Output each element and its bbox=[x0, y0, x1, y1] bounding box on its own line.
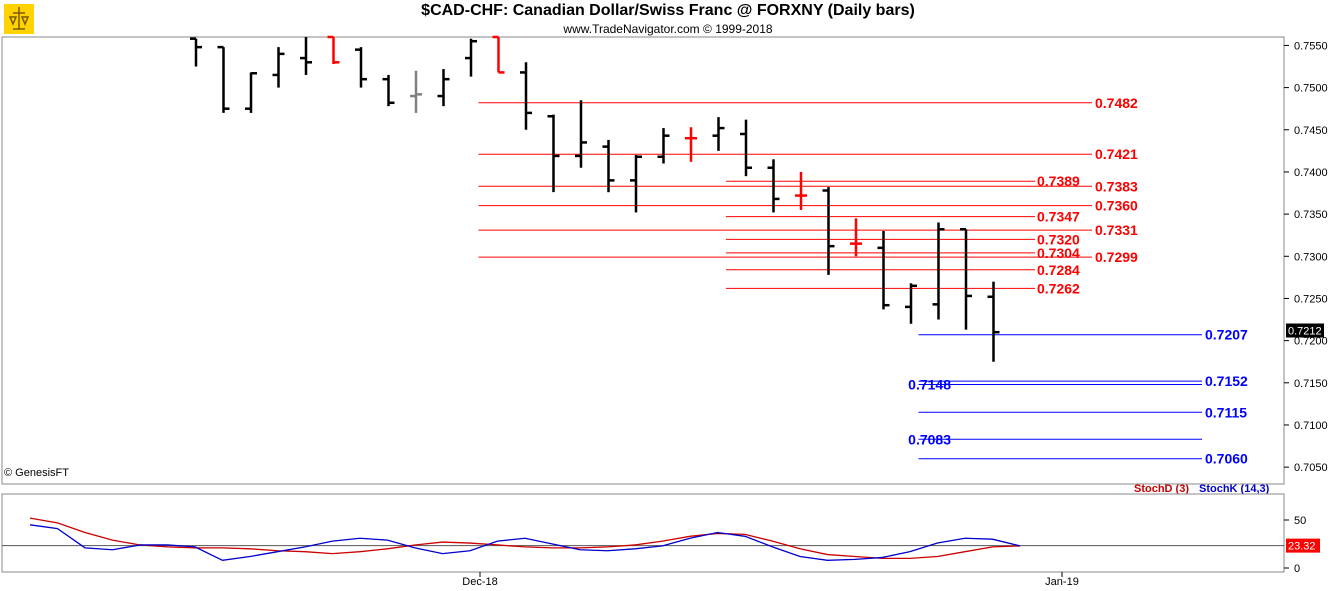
stoch-last-label: 23.32 bbox=[1288, 541, 1316, 553]
stoch-series-line bbox=[29, 524, 1021, 561]
x-tick-label: Dec-18 bbox=[462, 576, 497, 588]
level-label: 0.7060 bbox=[1205, 451, 1248, 467]
level-label: 0.7083 bbox=[908, 431, 951, 447]
y-tick-label: 0.7200 bbox=[1294, 336, 1328, 348]
level-label: 0.7389 bbox=[1037, 173, 1080, 189]
y-tick-label: 0.7550 bbox=[1294, 40, 1328, 52]
y-tick-label: 0.7400 bbox=[1294, 167, 1328, 179]
stoch-y-tick-label: 50 bbox=[1294, 515, 1306, 527]
x-tick-label: Jan-19 bbox=[1045, 576, 1079, 588]
y-tick-label: 0.7300 bbox=[1294, 251, 1328, 263]
stoch-series-line bbox=[29, 517, 1021, 560]
level-label: 0.7347 bbox=[1037, 209, 1080, 225]
brand-logo bbox=[4, 4, 34, 34]
level-label: 0.7360 bbox=[1095, 198, 1138, 214]
y-tick-label: 0.7100 bbox=[1294, 420, 1328, 432]
level-label: 0.7482 bbox=[1095, 95, 1138, 111]
main-panel-frame bbox=[1, 36, 1285, 485]
y-tick-label: 0.7050 bbox=[1294, 462, 1328, 474]
level-label: 0.7331 bbox=[1095, 222, 1138, 238]
stochd-legend: StochD (3) bbox=[1134, 483, 1189, 495]
y-tick-label: 0.7250 bbox=[1294, 293, 1328, 305]
level-label: 0.7207 bbox=[1205, 327, 1248, 343]
last-price-tag bbox=[1286, 323, 1324, 338]
chart-title: $CAD-CHF: Canadian Dollar/Swiss Franc @ … bbox=[421, 2, 915, 19]
level-label: 0.7383 bbox=[1095, 178, 1138, 194]
level-label: 0.7320 bbox=[1037, 231, 1080, 247]
chart-subtitle: www.TradeNavigator.com © 1999-2018 bbox=[563, 22, 773, 36]
last-price-label: 0.7212 bbox=[1288, 326, 1322, 338]
level-label: 0.7299 bbox=[1095, 249, 1138, 265]
y-tick-label: 0.7150 bbox=[1294, 378, 1328, 390]
level-label: 0.7304 bbox=[1037, 245, 1080, 261]
level-label: 0.7152 bbox=[1205, 373, 1248, 389]
level-label: 0.7148 bbox=[908, 376, 951, 392]
stoch-last-tag bbox=[1286, 538, 1320, 553]
copyright-label: © GenesisFT bbox=[4, 467, 69, 479]
level-label: 0.7262 bbox=[1037, 280, 1080, 296]
level-label: 0.7115 bbox=[1205, 404, 1247, 420]
stoch-panel-frame bbox=[1, 493, 1285, 573]
stochk-legend: StochK (14,3) bbox=[1199, 483, 1270, 495]
level-label: 0.7284 bbox=[1037, 262, 1080, 278]
y-tick-label: 0.7500 bbox=[1294, 83, 1328, 95]
y-tick-label: 0.7350 bbox=[1294, 209, 1328, 221]
level-label: 0.7421 bbox=[1095, 146, 1138, 162]
y-tick-label: 0.7450 bbox=[1294, 125, 1328, 137]
stoch-y-tick-label: 0 bbox=[1294, 563, 1300, 575]
